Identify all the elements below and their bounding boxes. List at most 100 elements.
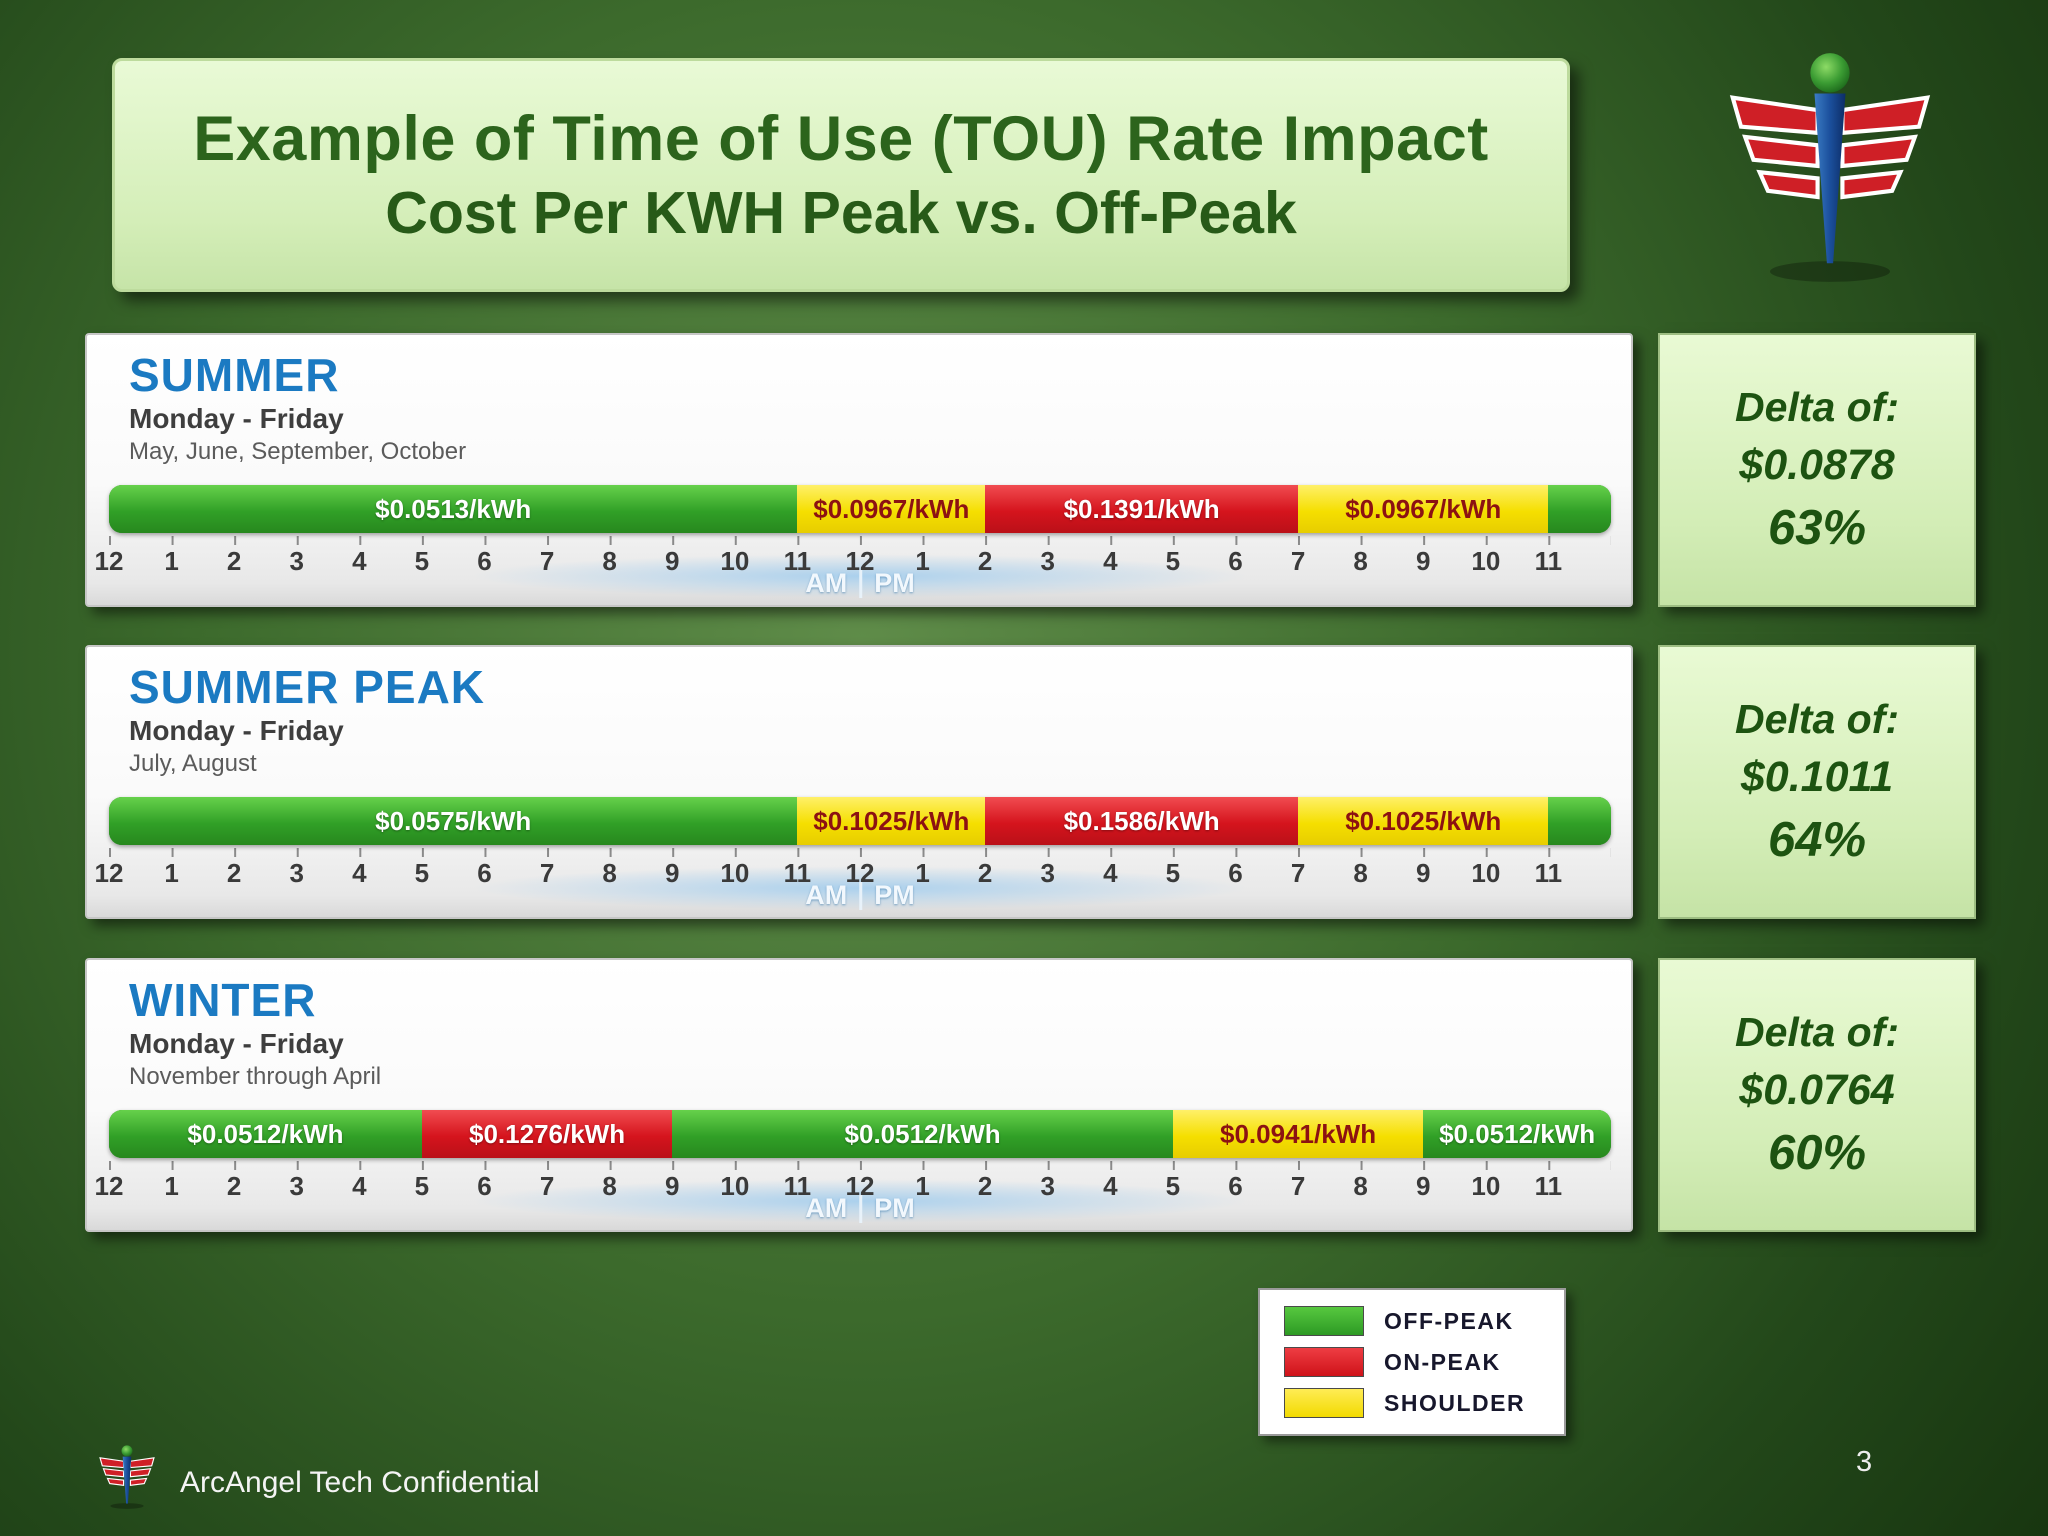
rate-segment-shoulder: $0.0967/kWh xyxy=(797,485,986,533)
on-peak-swatch-icon xyxy=(1284,1347,1364,1377)
hour-ticks: AM PM 12 1 2 3 4 5 6 7 8 9 10 11 12 1 2 3 4 5 6 7 8 9 10 11 xyxy=(95,546,1611,598)
hour-tick: 11 xyxy=(783,546,812,576)
days-label: Monday - Friday xyxy=(129,715,344,747)
pm-label: PM xyxy=(874,880,915,910)
legend-label: ON-PEAK xyxy=(1384,1348,1501,1375)
hour-tick: 9 xyxy=(665,858,680,888)
hour-tick: 8 xyxy=(1353,546,1368,576)
ampm-divider xyxy=(859,569,863,598)
hour-tick: 1 xyxy=(164,546,179,576)
hour-tick: 3 xyxy=(1040,1171,1055,1201)
hour-tick: 7 xyxy=(1290,546,1306,576)
hour-tick: 11 xyxy=(1534,546,1563,576)
hour-tick: 5 xyxy=(1165,546,1181,576)
hour-tick: 7 xyxy=(1290,1171,1306,1201)
ampm-label: AM PM xyxy=(805,880,915,911)
hour-tick: 8 xyxy=(1353,1171,1368,1201)
hour-tick: 10 xyxy=(720,1171,750,1201)
hour-tick: 3 xyxy=(1040,858,1055,888)
hour-tick: 7 xyxy=(1290,858,1306,888)
hour-tick: 10 xyxy=(1471,546,1501,576)
pm-label: PM xyxy=(874,568,915,598)
slide-title: Example of Time of Use (TOU) Rate Impact xyxy=(193,104,1489,174)
am-label: AM xyxy=(805,1193,848,1223)
hour-tick: 1 xyxy=(915,546,930,576)
hour-tick: 2 xyxy=(977,858,993,888)
legend-label: OFF-PEAK xyxy=(1384,1307,1514,1334)
am-label: AM xyxy=(805,880,848,910)
hour-tick: 9 xyxy=(1416,858,1431,888)
ampm-label: AM PM xyxy=(805,568,915,599)
hour-tick: 6 xyxy=(1228,546,1243,576)
delta-amount: $0.1011 xyxy=(1740,753,1894,801)
hour-tick: 5 xyxy=(1165,858,1181,888)
hour-tick: 3 xyxy=(289,1171,304,1201)
hour-tick: 9 xyxy=(665,1171,680,1201)
delta-box-summer-peak: Delta of: $0.1011 64% xyxy=(1658,645,1976,919)
season-title: SUMMER xyxy=(129,349,340,401)
rate-segment-offpeak: $0.0512/kWh xyxy=(672,1110,1173,1158)
hour-tick: 12 xyxy=(845,546,875,576)
delta-label: Delta of: xyxy=(1735,696,1899,742)
hour-tick: 6 xyxy=(1228,858,1243,888)
footer-logo-icon xyxy=(98,1444,156,1510)
rate-segment-onpeak: $0.1391/kWh xyxy=(985,485,1299,533)
delta-amount: $0.0878 xyxy=(1739,441,1895,489)
hour-tick: 9 xyxy=(1416,546,1431,576)
timeline-chart: $0.0575/kWh $0.1025/kWh $0.1586/kWh $0.1025… xyxy=(95,797,1611,910)
company-logo-icon xyxy=(1706,48,1954,286)
hour-ticks: AM PM 12 1 2 3 4 5 6 7 8 9 10 11 12 1 2 3 4 5 6 7 8 9 10 11 xyxy=(95,1171,1611,1223)
hour-tick: 3 xyxy=(289,546,304,576)
hour-tick: 4 xyxy=(352,546,367,576)
hour-tick: 5 xyxy=(414,858,430,888)
delta-label: Delta of: xyxy=(1735,384,1899,430)
hour-tick: 8 xyxy=(602,858,617,888)
rate-segment-offpeak: $0.0512/kWh xyxy=(109,1110,422,1158)
hour-tick: 5 xyxy=(1165,1171,1181,1201)
hour-tick: 6 xyxy=(477,1171,492,1201)
rate-bar: $0.0513/kWh $0.0967/kWh $0.1391/kWh $0.0967… xyxy=(109,485,1611,533)
hour-tick: 10 xyxy=(1471,858,1501,888)
delta-percent: 64% xyxy=(1767,813,1867,867)
hour-tick: 3 xyxy=(1040,546,1055,576)
rate-segment-shoulder: $0.0941/kWh xyxy=(1172,1110,1424,1158)
panel-header: SUMMER Monday - Friday May, June, Septem… xyxy=(107,351,1611,466)
hour-tick: 5 xyxy=(414,1171,430,1201)
hour-tick: 4 xyxy=(352,858,367,888)
slide-subtitle: Cost Per KWH Peak vs. Off-Peak xyxy=(385,180,1297,246)
hour-tick: 6 xyxy=(1228,1171,1243,1201)
season-title: WINTER xyxy=(129,974,317,1026)
panel-header: WINTER Monday - Friday November through … xyxy=(107,976,1611,1091)
hour-tick: 3 xyxy=(289,858,304,888)
hour-tick: 1 xyxy=(915,1171,930,1201)
hour-tick: 4 xyxy=(1103,858,1118,888)
rate-segment-shoulder: $0.0967/kWh xyxy=(1298,485,1549,533)
rate-segment-offpeak xyxy=(1548,485,1611,533)
hour-tick: 12 xyxy=(94,858,124,888)
hour-tick: 7 xyxy=(539,546,555,576)
rate-segment-offpeak: $0.0513/kWh xyxy=(109,485,798,533)
legend-item-off-peak: OFF-PEAK xyxy=(1284,1306,1540,1336)
panel-header: SUMMER PEAK Monday - Friday July, August xyxy=(107,663,1611,778)
page-number: 3 xyxy=(1856,1446,1873,1478)
timeline-chart: $0.0513/kWh $0.0967/kWh $0.1391/kWh $0.0967… xyxy=(95,485,1611,598)
days-label: Monday - Friday xyxy=(129,403,344,435)
rate-bar: $0.0512/kWh $0.1276/kWh $0.0512/kWh $0.0941… xyxy=(109,1110,1611,1158)
panel-winter: WINTER Monday - Friday November through … xyxy=(85,958,1633,1232)
delta-percent: 60% xyxy=(1767,1126,1867,1180)
legend-item-shoulder: SHOULDER xyxy=(1284,1388,1540,1418)
shoulder-swatch-icon xyxy=(1284,1388,1364,1418)
hour-tick: 4 xyxy=(1103,546,1118,576)
rate-segment-shoulder: $0.1025/kWh xyxy=(1298,797,1549,845)
hour-tick: 2 xyxy=(977,1171,993,1201)
delta-box-summer: Delta of: $0.0878 63% xyxy=(1658,333,1976,607)
delta-percent: 63% xyxy=(1767,501,1867,555)
hour-ruler xyxy=(109,536,1611,545)
hour-tick: 2 xyxy=(226,1171,242,1201)
pm-label: PM xyxy=(874,1193,915,1223)
legend-label: SHOULDER xyxy=(1384,1389,1526,1416)
rate-segment-onpeak: $0.1586/kWh xyxy=(985,797,1299,845)
rate-segment-offpeak: $0.0575/kWh xyxy=(109,797,798,845)
hour-tick: 9 xyxy=(665,546,680,576)
hour-tick: 2 xyxy=(226,858,242,888)
